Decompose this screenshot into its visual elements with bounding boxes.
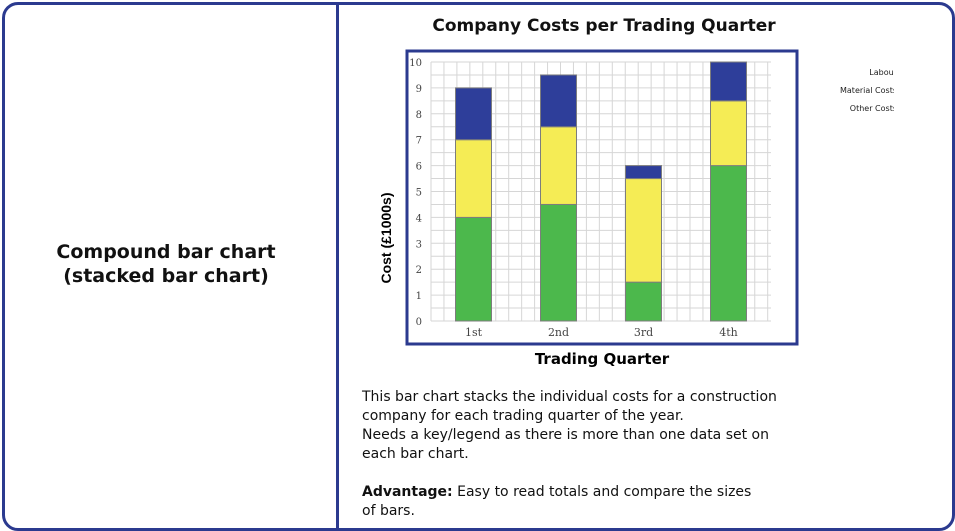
y-tick-label: 8	[416, 110, 422, 121]
bar-segment-other-costs	[710, 61, 747, 102]
y-tick-label: 1	[416, 291, 422, 302]
y-tick-label: 2	[416, 265, 422, 276]
advantage-label: Advantage:	[362, 484, 453, 500]
bar-segment-material-costs	[625, 178, 662, 283]
y-tick-label: 10	[409, 58, 422, 69]
bar-segment-labour	[625, 281, 662, 322]
y-tick-label: 3	[416, 239, 422, 250]
description-line: each bar chart.	[362, 446, 469, 462]
chart-type-heading-line1: Compound bar chart	[56, 241, 276, 263]
description-line: This bar chart stacks the individual cos…	[362, 389, 777, 405]
legend-label: Labour	[869, 68, 894, 77]
x-axis-ticks: 1st 2nd 3rd 4th	[465, 326, 738, 339]
y-axis-ticks: 0 1 2 3 4 5 6 7 8 9 10	[409, 58, 422, 328]
legend-label: Material Costs	[840, 86, 894, 95]
bar-segment-other-costs	[540, 74, 577, 128]
x-tick-label: 4th	[719, 326, 738, 339]
y-tick-label: 6	[416, 162, 422, 173]
bar-segment-labour	[455, 216, 492, 322]
chart-bars	[455, 61, 747, 322]
x-tick-label: 2nd	[548, 326, 569, 339]
stacked-bar-chart: 0 1 2 3 4 5 6 7 8 9 10 1st 2nd 3rd 4th Labour Material…	[378, 49, 894, 368]
bar-segment-labour	[710, 165, 747, 322]
bar-segment-labour	[540, 203, 577, 322]
description-line: Needs a key/legend as there is more than…	[362, 427, 769, 443]
bar-segment-other-costs	[625, 165, 662, 180]
legend-label: Other Costs	[850, 104, 894, 113]
advantage-text-continued: of bars.	[362, 503, 415, 519]
y-tick-label: 5	[416, 188, 422, 199]
bar-segment-other-costs	[455, 87, 492, 141]
description-line: company for each trading quarter of the …	[362, 408, 684, 424]
x-tick-label: 1st	[465, 326, 483, 339]
chart-type-heading-line2: (stacked bar chart)	[63, 265, 269, 287]
advantage-note: Advantage: Easy to read totals and compa…	[362, 483, 942, 502]
y-tick-label: 4	[416, 213, 422, 224]
chart-type-heading: Compound bar chart (stacked bar chart)	[3, 240, 329, 288]
y-tick-label: 0	[416, 317, 422, 328]
chart-title: Company Costs per Trading Quarter	[432, 16, 776, 36]
y-tick-label: 7	[416, 136, 422, 147]
bar-segment-material-costs	[540, 126, 577, 205]
y-axis-label: Cost (£1000s)	[378, 192, 394, 283]
chart-description: This bar chart stacks the individual cos…	[362, 388, 942, 521]
bar-segment-material-costs	[455, 139, 492, 218]
chart-legend: Labour Material Costs Other Costs	[840, 68, 894, 113]
x-tick-label: 3rd	[634, 326, 653, 339]
y-tick-label: 9	[416, 84, 422, 95]
bar-segment-material-costs	[710, 100, 747, 167]
advantage-text: Easy to read totals and compare the size…	[457, 484, 752, 500]
x-axis-label: Trading Quarter	[535, 350, 670, 368]
column-divider	[336, 5, 339, 528]
